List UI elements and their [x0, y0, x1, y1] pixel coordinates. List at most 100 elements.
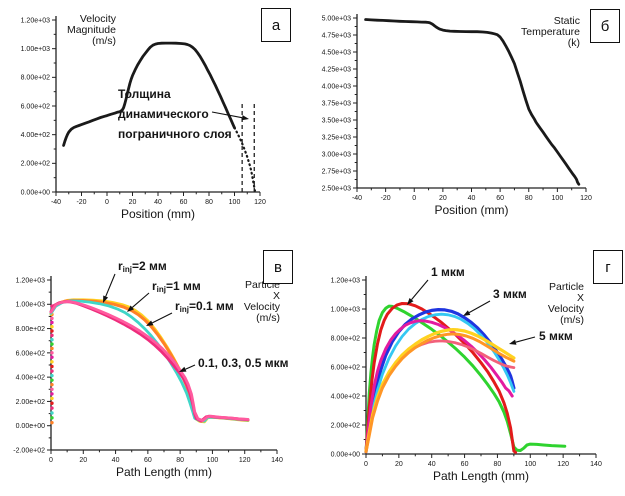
rinj-2mm-label-arrowhead	[103, 295, 109, 303]
panel-b: -40 -20 0 20 40 60 80 100 120 2.50e+03 2.75e+03 3.0…	[312, 0, 625, 248]
series-1um-green	[364, 304, 567, 453]
axis-title-line: Magnitude	[67, 24, 116, 36]
x-tick-label: 0	[412, 195, 416, 202]
series-dot-injection-particles	[50, 360, 54, 364]
chart-velocity-magnitude: -40 -20 0 20 40 60 80 100 120 0.00e+00 2.00e+02 4.0…	[21, 13, 266, 221]
x-tick-label: 20	[129, 199, 137, 206]
x-tick-label: 80	[525, 195, 533, 202]
series-5um-orange	[364, 332, 516, 454]
rinj-1mm-label-arrowhead	[127, 305, 134, 312]
x-tick-label: 80	[494, 461, 502, 468]
series-rinj-pink	[49, 300, 250, 422]
rinj-1mm-label-arrow-line	[131, 292, 150, 308]
series-dot-injection-particles	[50, 364, 54, 369]
3um-label-arrowhead	[463, 310, 471, 316]
axis-title-line: Velocity	[80, 13, 117, 25]
panel-label-a: а	[261, 8, 291, 42]
rinj-01mm-label-arrowhead	[146, 320, 154, 326]
y-tick-label: 1.20e+03	[331, 277, 360, 284]
series-dot-injection-particles	[50, 316, 54, 321]
1um-label-arrow-line	[411, 279, 429, 300]
1um-label-arrowhead	[407, 297, 414, 305]
axis-title-line: (m/s)	[92, 35, 116, 47]
x-tick-label: 60	[180, 199, 188, 206]
x-tick-label: 100	[229, 199, 241, 206]
y-tick-label: 4.00e+02	[16, 375, 45, 382]
y-tick-label: 2.00e+02	[21, 161, 50, 168]
3um-label-text: 3 мкм	[493, 287, 527, 301]
series-dot-injection-particles	[50, 325, 54, 329]
series-dot-injection-particles	[50, 392, 54, 396]
axis-title-line: Particle	[549, 281, 584, 293]
boundary-layer-annotation-arrow-line	[211, 111, 243, 119]
rinj-01mm-label-arrow-line	[152, 312, 173, 324]
x-tick-label: 100	[524, 461, 536, 468]
x-axis-label: Path Length (mm)	[433, 469, 529, 483]
series-dot-injection-particles	[50, 355, 54, 359]
x-tick-label: 100	[552, 195, 564, 202]
x-tick-label: 120	[239, 457, 251, 464]
x-tick-label: 120	[557, 461, 569, 468]
particle-sizes-label-arrowhead	[179, 366, 187, 372]
y-tick-label: 0.00e+00	[16, 423, 45, 430]
series-3um-blue	[364, 308, 516, 454]
3um-label-arrow-line	[468, 300, 491, 314]
rinj-2mm-label-text: rinj=2 мм	[118, 259, 167, 274]
x-tick-label: 60	[496, 195, 504, 202]
series-5um-yellow	[364, 328, 516, 453]
y-tick-label: 1.00e+03	[16, 302, 45, 309]
x-tick-label: -20	[381, 195, 391, 202]
x-tick-label: 0	[364, 461, 368, 468]
panel-g: 0 20 40 60 80 100 120 140 0.00e+00 2.00e+02 4.00e+…	[313, 248, 625, 496]
x-tick-label: -20	[76, 199, 86, 206]
x-tick-label: 80	[205, 199, 213, 206]
x-tick-label: 40	[112, 457, 120, 464]
y-tick-label: 6.00e+02	[21, 103, 50, 110]
y-tick-label: 1.20e+03	[21, 17, 50, 24]
panel-label-b: б	[590, 9, 620, 43]
series-dot-injection-particles	[50, 351, 54, 355]
y-tick-label: 3.00e+03	[322, 151, 351, 158]
series-dot-injection-particles	[50, 387, 54, 391]
chart-particle-velocity-particle-size: 0 20 40 60 80 100 120 140 0.00e+00 2.00e+02 4.00e+…	[331, 265, 602, 483]
boundary-layer-annotation-text: динамического	[118, 107, 209, 121]
series-dot-injection-particles	[50, 346, 54, 351]
series-dot-injection-particles	[50, 420, 54, 425]
y-tick-label: 1.20e+03	[16, 277, 45, 284]
y-tick-label: 0.00e+00	[331, 451, 360, 458]
1um-label-text: 1 мкм	[431, 265, 465, 279]
x-tick-label: 20	[439, 195, 447, 202]
x-tick-label: 60	[461, 461, 469, 468]
x-tick-label: 60	[144, 457, 152, 464]
5um-label-arrow-line	[515, 336, 536, 343]
series-dot-injection-particles	[50, 342, 54, 346]
series-dot-injection-particles	[50, 396, 54, 401]
x-tick-label: -40	[352, 195, 362, 202]
y-tick-label: 4.75e+03	[322, 32, 351, 39]
y-tick-label: 8.00e+02	[21, 75, 50, 82]
x-tick-label: 20	[395, 461, 403, 468]
particle-sizes-label-text: 0.1, 0.3, 0.5 мкм	[198, 356, 289, 370]
axis-title-line: X	[273, 290, 280, 302]
5um-label-arrowhead	[509, 339, 517, 345]
y-tick-label: 2.50e+03	[322, 185, 351, 192]
y-tick-label: 6.00e+02	[16, 350, 45, 357]
x-axis-label: Path Length (mm)	[116, 465, 212, 479]
series-dot-injection-particles	[50, 320, 54, 325]
x-tick-label: 40	[154, 199, 162, 206]
boundary-layer-annotation-arrowhead	[241, 115, 249, 121]
x-tick-label: 80	[176, 457, 184, 464]
particle-sizes-label-arrow-line	[185, 364, 196, 370]
y-tick-label: 4.50e+03	[322, 49, 351, 56]
series-velocity-magnitude	[62, 41, 236, 147]
x-tick-label: 40	[468, 195, 476, 202]
x-tick-label: -40	[51, 199, 61, 206]
series-dot-injection-particles	[50, 373, 54, 378]
y-tick-label: 0.00e+00	[21, 189, 50, 196]
y-tick-label: 5.00e+03	[322, 15, 351, 22]
x-tick-label: 0	[105, 199, 109, 206]
y-tick-label: 4.00e+02	[21, 132, 50, 139]
y-tick-label: 4.25e+03	[322, 66, 351, 73]
series-dot-injection-particles	[50, 369, 54, 373]
